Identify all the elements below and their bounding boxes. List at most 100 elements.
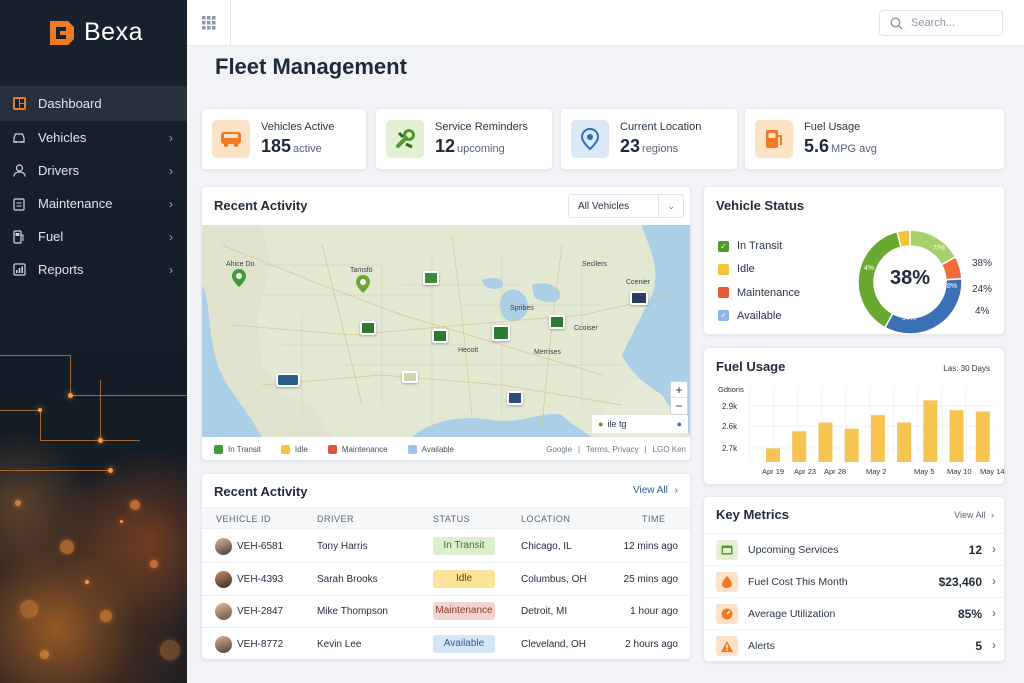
fuel-bar[interactable] bbox=[923, 400, 938, 462]
column-header[interactable]: DRIVER bbox=[317, 514, 355, 524]
status-badge: Idle bbox=[433, 569, 495, 588]
sidebar-item-fuel[interactable]: Fuel › bbox=[0, 220, 187, 253]
sidebar-item-label: Vehicles bbox=[38, 130, 87, 145]
table-row[interactable]: VEH-4393 Sarah Brooks Idle Columbus, OH … bbox=[202, 563, 690, 596]
legend-item[interactable]: Idle bbox=[280, 444, 308, 454]
table-row[interactable]: VEH-2847 Mike Thompson Maintenance Detro… bbox=[202, 595, 690, 628]
map-truck-marker-available[interactable] bbox=[630, 291, 648, 305]
sidebar-item-drivers[interactable]: Drivers › bbox=[0, 154, 187, 187]
fuel-bar[interactable] bbox=[766, 448, 780, 462]
stat-value-row: 5.6 MPG avg bbox=[804, 136, 877, 157]
status-legend-item[interactable]: Maintenance bbox=[718, 287, 800, 299]
chevron-right-icon: › bbox=[169, 130, 173, 145]
legend-item[interactable]: In Transit bbox=[214, 444, 261, 454]
stat-text: Fuel Usage 5.6 MPG avg bbox=[804, 121, 877, 157]
metric-row-average-utilization[interactable]: Average Utilization 85% › bbox=[704, 597, 1004, 629]
x-tick-label: Apr 19 bbox=[762, 467, 784, 476]
stat-card-current-location[interactable]: Current Location 23 regions bbox=[560, 108, 738, 170]
sidebar-item-maintenance[interactable]: Maintenance › bbox=[0, 187, 187, 220]
view-all-label: View All bbox=[954, 510, 986, 520]
map-truck-marker[interactable] bbox=[423, 271, 439, 285]
legend-item[interactable]: Maintenance bbox=[327, 444, 388, 454]
vehicle-filter-select[interactable]: All Vehicles ⌄ bbox=[568, 194, 684, 218]
key-metrics-card: Key Metrics View All › Upcoming Services… bbox=[703, 496, 1005, 662]
zoom-out-button[interactable]: − bbox=[675, 399, 683, 413]
vehicle-id[interactable]: VEH-6581 bbox=[237, 541, 284, 552]
vehicle-id[interactable]: VEH-4393 bbox=[237, 573, 284, 585]
column-header[interactable]: VEHICLE ID bbox=[216, 514, 272, 524]
fuel-usage-chart: Gdtions 2.9k 2.6k 2.7k Apr 19 Apr 23 Apr 28 May… bbox=[718, 385, 1005, 476]
map-layer-toolbar[interactable]: ● ile tg ● bbox=[592, 415, 688, 433]
status-legend-item[interactable]: ✓ Available bbox=[718, 310, 781, 322]
metric-label: Average Utilization bbox=[748, 608, 836, 620]
sidebar-item-dashboard[interactable]: Dashboard bbox=[0, 86, 187, 121]
checkbox-checked-icon: ✓ bbox=[718, 310, 729, 322]
table-row[interactable]: VEH-8772 Kevin Lee Available Cleveland, … bbox=[202, 628, 690, 660]
fuel-bar[interactable] bbox=[949, 410, 964, 462]
stat-value: 12 bbox=[435, 136, 456, 156]
map-truck-marker[interactable] bbox=[549, 315, 565, 329]
metric-row-alerts[interactable]: Alerts 5 › bbox=[704, 629, 1004, 661]
map-card-title: Recent Activity bbox=[214, 198, 308, 213]
terms-privacy-link[interactable]: Terms, Privacy bbox=[586, 444, 639, 454]
status-percent: 4% bbox=[975, 306, 990, 317]
stat-value-row: 23 regions bbox=[620, 136, 701, 157]
fuel-bar[interactable] bbox=[792, 431, 807, 462]
stat-label: Fuel Usage bbox=[804, 121, 861, 133]
fleet-map[interactable]: Ahice Do Tamsfö Secllers Ccenier Spribes Ccoi… bbox=[202, 225, 690, 437]
map-truck-marker-idle[interactable] bbox=[402, 371, 418, 383]
status-legend-item[interactable]: ✓ In Transit bbox=[718, 240, 782, 252]
map-marker-in-transit[interactable] bbox=[356, 275, 370, 293]
search-input[interactable]: Search... bbox=[879, 10, 1003, 36]
map-marker-in-transit[interactable] bbox=[232, 269, 246, 287]
map-truck-marker-available[interactable] bbox=[276, 373, 300, 387]
fuel-bar[interactable] bbox=[870, 415, 885, 462]
vehicle-id[interactable]: VEH-2847 bbox=[237, 606, 284, 617]
column-header[interactable]: TIME bbox=[642, 514, 666, 524]
fuel-bar[interactable] bbox=[818, 422, 833, 462]
fuel-pump-icon bbox=[755, 120, 793, 158]
map-truck-marker-available[interactable] bbox=[507, 391, 523, 405]
location: Chicago, IL bbox=[521, 541, 572, 552]
fuel-bar[interactable] bbox=[975, 411, 990, 462]
column-header[interactable]: STATUS bbox=[433, 514, 471, 524]
apps-grid-button[interactable] bbox=[187, 0, 231, 46]
vehicle-status-donut[interactable] bbox=[857, 229, 963, 335]
brand-logo[interactable]: Bexa bbox=[48, 18, 143, 47]
chevron-right-icon: › bbox=[169, 163, 173, 178]
stat-unit: upcoming bbox=[457, 143, 505, 155]
status-percent: 24% bbox=[972, 284, 993, 295]
x-tick-label: May 2 bbox=[866, 467, 886, 476]
fuel-bar[interactable] bbox=[844, 428, 859, 462]
view-all-link[interactable]: View All › bbox=[633, 485, 678, 496]
attribution-link[interactable]: LGO Ken bbox=[652, 444, 686, 454]
stat-value: 23 bbox=[620, 136, 641, 156]
key-metrics-view-all[interactable]: View All › bbox=[954, 510, 994, 520]
google-attribution[interactable]: Google bbox=[546, 444, 573, 454]
sidebar-item-reports[interactable]: Reports › bbox=[0, 253, 187, 286]
metric-row-fuel-cost-this-month[interactable]: Fuel Cost This Month $23,460 › bbox=[704, 565, 1004, 597]
fuel-bar[interactable] bbox=[897, 422, 912, 462]
map-truck-marker[interactable] bbox=[360, 321, 376, 335]
vehicle-id[interactable]: VEH-8772 bbox=[237, 638, 284, 650]
legend-label: Maintenance bbox=[341, 444, 388, 454]
stat-card-service-reminders[interactable]: Service Reminders 12 upcoming bbox=[375, 108, 553, 170]
donut-segment-label: 8% bbox=[947, 283, 958, 290]
map-city-label: Ccenier bbox=[626, 279, 651, 286]
chevron-right-icon: › bbox=[992, 542, 996, 556]
x-tick-label: Apr 28 bbox=[824, 467, 846, 476]
donut-segment-other[interactable] bbox=[896, 229, 911, 249]
legend-item[interactable]: Available bbox=[407, 444, 454, 454]
map-truck-marker[interactable] bbox=[492, 325, 510, 341]
zoom-in-button[interactable]: + bbox=[671, 382, 687, 398]
location: Columbus, OH bbox=[521, 573, 587, 585]
stat-card-fuel-usage[interactable]: Fuel Usage 5.6 MPG avg bbox=[744, 108, 1005, 170]
table-row[interactable]: VEH-6581 Tony Harris In Transit Chicago,… bbox=[202, 530, 690, 563]
column-header[interactable]: LOCATION bbox=[521, 514, 571, 524]
fuel-usage-range[interactable]: Las: 30 Days bbox=[943, 364, 990, 373]
map-truck-marker[interactable] bbox=[432, 329, 448, 343]
status-legend-item[interactable]: Idle bbox=[718, 263, 755, 275]
metric-row-upcoming-services[interactable]: Upcoming Services 12 › bbox=[704, 533, 1004, 565]
stat-card-vehicles-active[interactable]: Vehicles Active 185 active bbox=[201, 108, 367, 170]
sidebar-item-vehicles[interactable]: Vehicles › bbox=[0, 121, 187, 154]
